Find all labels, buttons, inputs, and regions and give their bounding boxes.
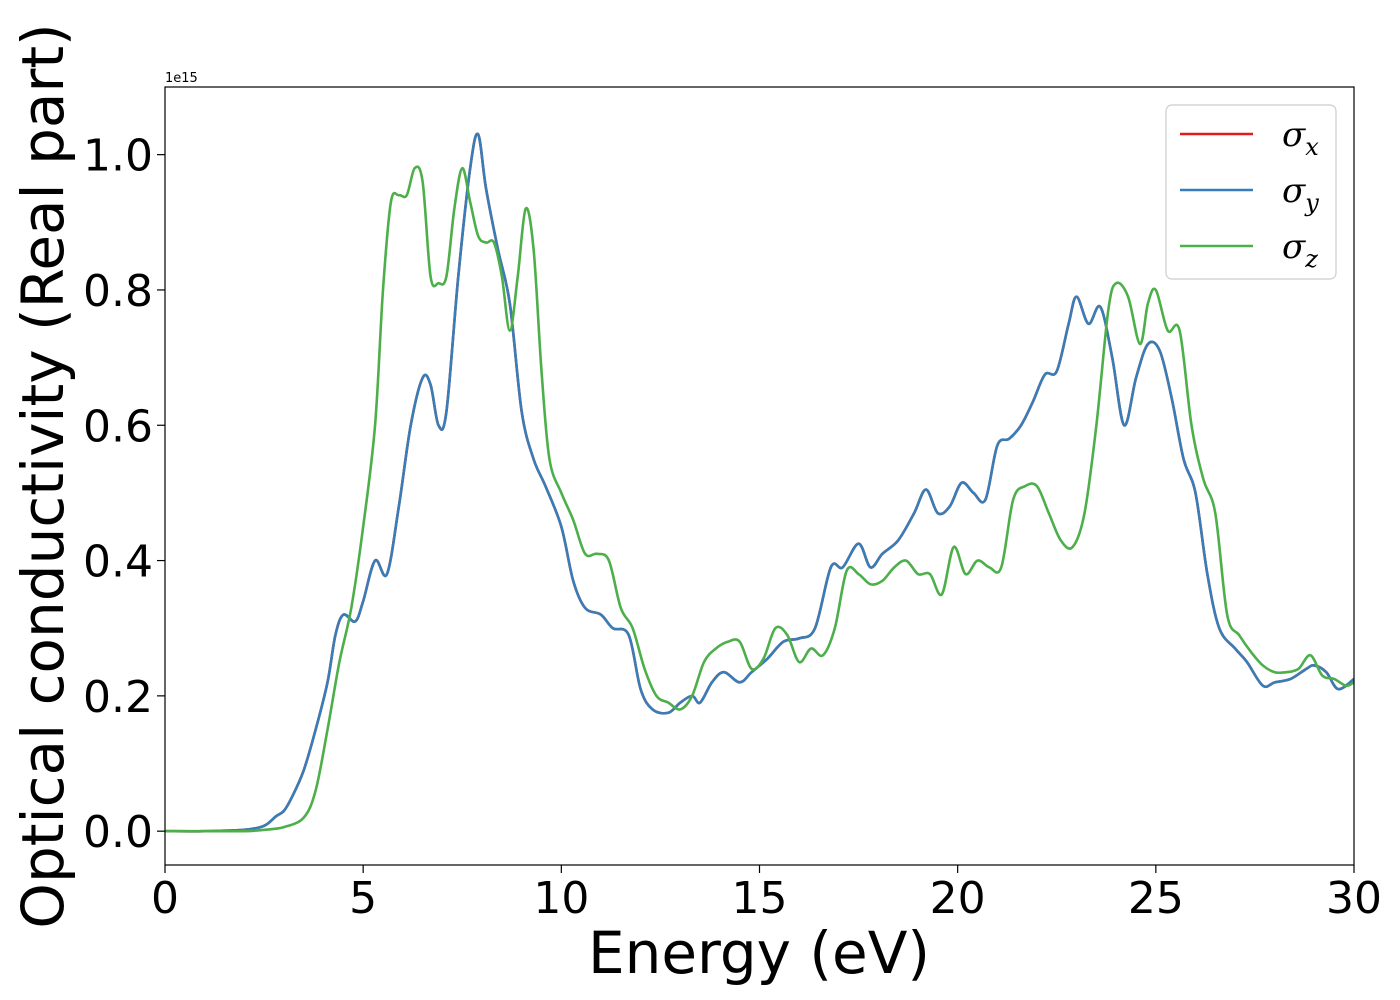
- series-line-y: [165, 132, 1354, 833]
- legend-label-x: σx: [1282, 115, 1319, 161]
- y-tick-label: 0.4: [83, 537, 153, 588]
- y-tick-label: 1.0: [83, 131, 153, 182]
- x-tick-label: 20: [930, 873, 986, 924]
- legend-symbol: σ: [1282, 227, 1306, 267]
- y-axis-title-group: Optical conductivity (Real part): [9, 23, 77, 928]
- legend-label-y: σy: [1282, 171, 1319, 217]
- y-tick-label: 0.6: [83, 401, 153, 452]
- y-tick-label: 0.8: [83, 266, 153, 317]
- x-tick-label: 5: [349, 873, 377, 924]
- legend-subscript: z: [1304, 245, 1318, 273]
- x-tick-label: 10: [533, 873, 589, 924]
- y-tick-label: 0.0: [83, 807, 153, 858]
- series-line-z: [165, 165, 1354, 833]
- x-tick-label: 15: [732, 873, 788, 924]
- legend-label-z: σz: [1282, 227, 1318, 273]
- legend-symbol: σ: [1282, 115, 1306, 155]
- x-axis-title: Energy (eV): [588, 919, 930, 987]
- y-axis-title: Optical conductivity (Real part): [9, 23, 77, 928]
- series-layer: [165, 132, 1354, 833]
- x-tick-label: 30: [1326, 873, 1382, 924]
- y-offset-text: 1e15: [165, 71, 198, 86]
- x-tick-label: 0: [151, 873, 179, 924]
- legend-subscript: x: [1305, 133, 1319, 161]
- legend-subscript: y: [1304, 189, 1319, 217]
- x-tick-label: 25: [1128, 873, 1184, 924]
- y-tick-label: 0.2: [83, 672, 153, 723]
- legend-frame: [1165, 104, 1337, 280]
- legend-symbol: σ: [1282, 171, 1306, 211]
- ticks-layer: 0 5 10 15 20 25 30 0.0 0.2 0.4 0.6 0.8 1.0: [83, 131, 1382, 924]
